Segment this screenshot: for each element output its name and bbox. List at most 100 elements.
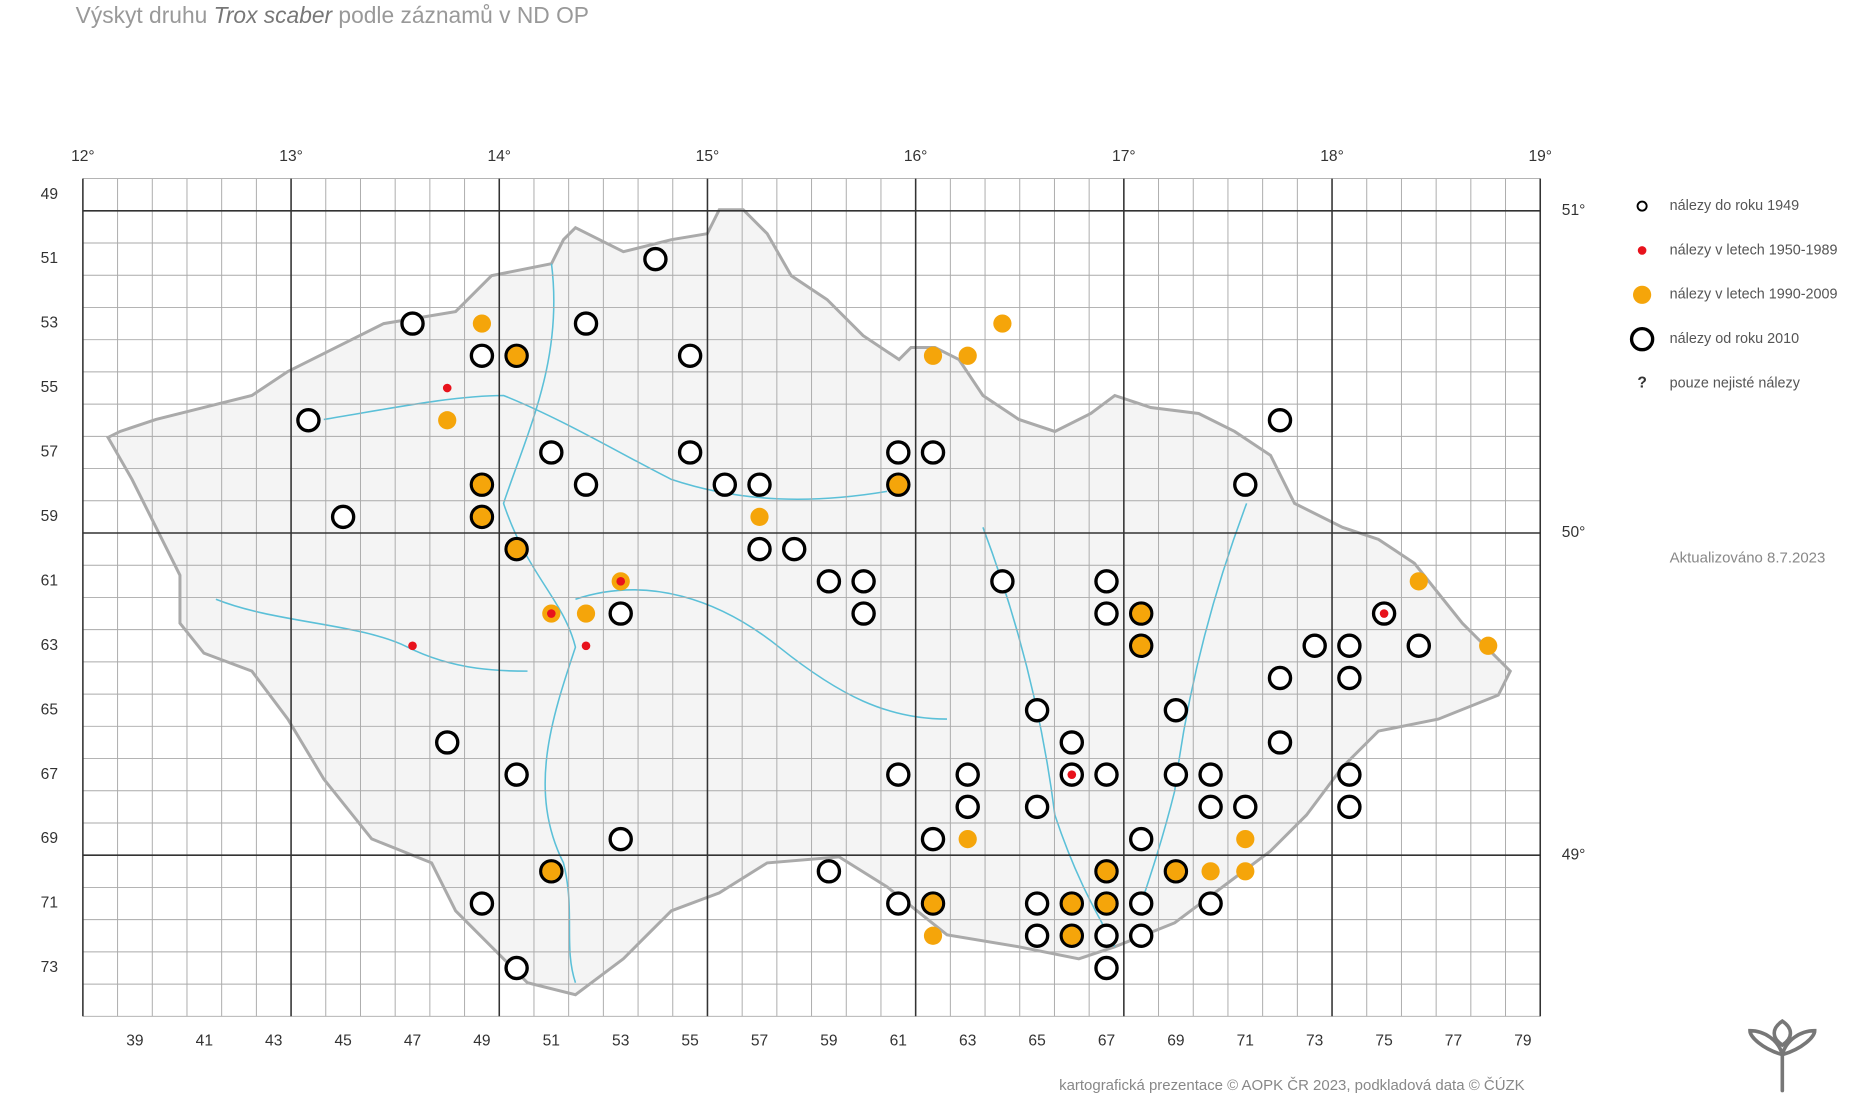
marker-since-2010 [504, 955, 529, 981]
marker-1950-1989 [581, 641, 591, 651]
row-label: 57 [41, 444, 58, 461]
marker-1990-2009 [1132, 636, 1151, 655]
marker-since-2010 [469, 343, 495, 369]
marker-since-2010 [1094, 569, 1119, 594]
col-label: 71 [1237, 1033, 1254, 1050]
marker-1990-2009 [1236, 862, 1255, 881]
marker-since-2010 [1233, 794, 1258, 820]
marker-1950-1989 [408, 641, 417, 651]
legend-symbol [1636, 200, 1648, 212]
col-label: 75 [1375, 1033, 1393, 1050]
lon-label: 14° [487, 148, 511, 165]
marker-1990-2009 [542, 862, 561, 881]
marker-since-2010 [539, 440, 564, 465]
marker-since-2010 [851, 601, 876, 626]
marker-1990-2009 [1097, 862, 1116, 881]
legend-symbol [1637, 246, 1647, 255]
marker-since-2010 [886, 891, 911, 916]
marker-1990-2009 [472, 314, 492, 333]
col-label: 61 [890, 1033, 907, 1050]
marker-1990-2009 [750, 507, 769, 526]
grid: 12° 13° 14° 15° 16° 17° 18° 19° 51° 50° 49° 39 41 43 4… [41, 148, 1586, 1049]
marker-since-2010 [1128, 891, 1154, 916]
marker-1950-1989 [547, 609, 556, 618]
marker-since-2010 [1302, 633, 1327, 658]
row-label: 67 [41, 766, 58, 783]
legend: nálezy do roku 1949 nálezy v letech 1950-… [1629, 198, 1838, 392]
col-label: 45 [334, 1033, 352, 1050]
marker-since-2010 [504, 762, 529, 787]
marker-since-2010 [1337, 665, 1362, 691]
marker-since-2010 [781, 536, 807, 562]
marker-since-2010 [573, 311, 599, 336]
marker-1990-2009 [438, 411, 457, 430]
species-name: Trox scaber [214, 2, 334, 28]
marker-1990-2009 [576, 604, 596, 623]
row-label: 69 [41, 830, 58, 847]
row-label: 71 [41, 895, 58, 912]
marker-since-2010 [816, 569, 842, 594]
legend-label: nálezy v letech 1950-1989 [1670, 242, 1838, 258]
marker-since-2010 [643, 246, 668, 272]
marker-since-2010 [1337, 762, 1362, 787]
marker-1950-1989 [1379, 609, 1389, 618]
col-label: 55 [681, 1033, 699, 1050]
marker-1950-1989 [1067, 770, 1077, 779]
marker-since-2010 [1128, 923, 1154, 948]
marker-since-2010 [1024, 794, 1050, 820]
marker-1990-2009 [1062, 926, 1081, 945]
marker-since-2010 [955, 762, 980, 787]
marker-since-2010 [1094, 955, 1119, 981]
marker-1990-2009 [1236, 829, 1255, 849]
marker-since-2010 [712, 472, 738, 497]
row-label: 55 [41, 379, 59, 396]
marker-1990-2009 [923, 894, 943, 913]
title-text: Výskyt druhu [76, 2, 208, 28]
marker-since-2010 [573, 472, 599, 497]
lon-label: 13° [279, 148, 303, 165]
legend-label: pouze nejisté nálezy [1670, 375, 1801, 391]
marker-1950-1989 [616, 577, 626, 586]
marker-since-2010 [747, 472, 772, 497]
col-label: 51 [543, 1033, 560, 1050]
lat-label: 49° [1562, 846, 1586, 863]
lon-label: 17° [1112, 148, 1136, 165]
marker-1990-2009 [472, 507, 492, 526]
marker-since-2010 [920, 826, 946, 852]
marker-since-2010 [1024, 697, 1050, 723]
col-label: 69 [1167, 1033, 1184, 1050]
markers [296, 246, 1498, 981]
col-label: 49 [473, 1033, 490, 1050]
marker-1990-2009 [889, 475, 908, 494]
logo-bud [1772, 1018, 1793, 1048]
marker-since-2010 [990, 569, 1015, 594]
row-label: 51 [41, 250, 58, 267]
col-label: 59 [820, 1033, 837, 1050]
marker-since-2010 [1094, 601, 1119, 626]
marker-since-2010 [1163, 697, 1189, 723]
marker-1990-2009 [958, 829, 977, 849]
col-label: 73 [1306, 1033, 1323, 1050]
marker-since-2010 [677, 343, 703, 369]
legend-label: nálezy v letech 1990-2009 [1670, 287, 1838, 303]
marker-since-2010 [434, 730, 460, 755]
marker-since-2010 [1128, 826, 1154, 852]
row-label: 53 [41, 315, 58, 332]
col-label: 47 [404, 1033, 421, 1050]
row-label: 59 [41, 508, 58, 525]
col-label: 65 [1028, 1033, 1046, 1050]
marker-since-2010 [1059, 730, 1085, 755]
logo [1748, 1018, 1817, 1093]
marker-since-2010 [920, 440, 946, 465]
marker-since-2010 [851, 569, 876, 594]
col-label: 43 [265, 1033, 282, 1050]
marker-since-2010 [608, 826, 633, 852]
marker-1950-1989 [442, 383, 452, 393]
marker-since-2010 [1198, 891, 1223, 916]
col-label: 41 [196, 1033, 213, 1050]
marker-since-2010 [1024, 923, 1050, 948]
river [215, 598, 528, 672]
marker-since-2010 [1163, 762, 1189, 787]
lat-label: 50° [1562, 524, 1586, 541]
marker-since-2010 [1233, 472, 1258, 497]
